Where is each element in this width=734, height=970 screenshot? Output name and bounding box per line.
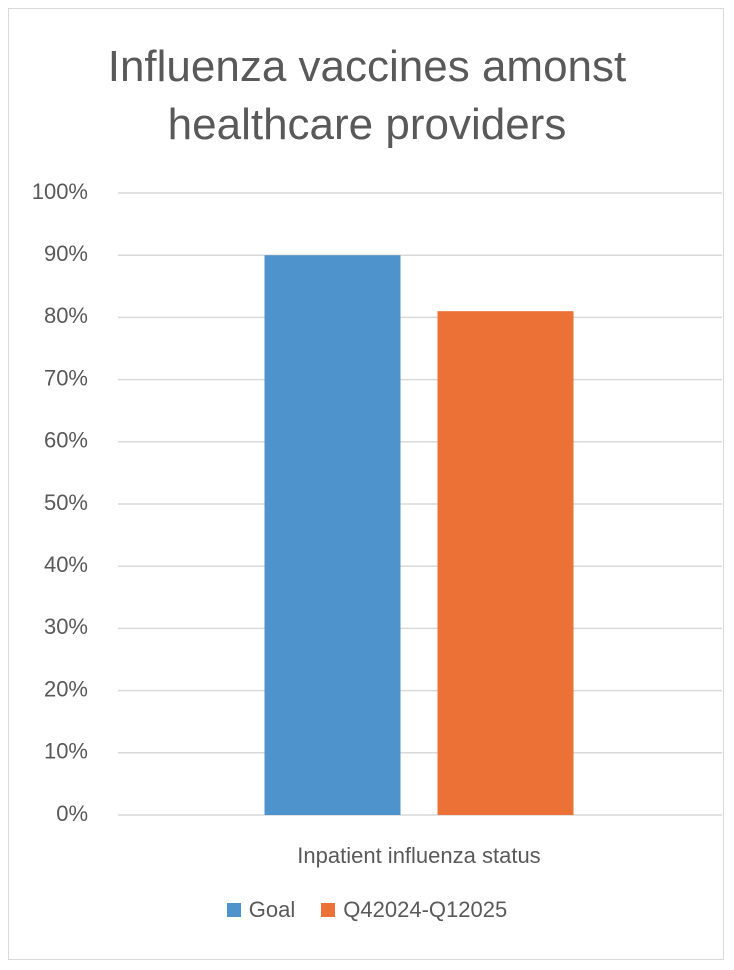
chart-title-line-2: healthcare providers <box>167 100 567 149</box>
legend-label-goal: Goal <box>248 897 296 922</box>
y-tick-label-1: 10% <box>44 739 88 764</box>
bar-goal <box>264 255 401 815</box>
y-tick-label-3: 30% <box>44 614 88 639</box>
y-tick-label-7: 70% <box>44 365 88 390</box>
y-tick-label-0: 0% <box>56 801 88 826</box>
y-tick-label-8: 80% <box>44 303 88 328</box>
y-tick-label-2: 20% <box>44 676 88 701</box>
legend-item-q42024-q12025: Q42024-Q12025 <box>321 897 507 923</box>
y-tick-label-9: 90% <box>44 241 88 266</box>
y-tick-label-5: 50% <box>44 490 88 515</box>
chart-title: Influenza vaccines amonst healthcare pro… <box>0 38 734 154</box>
legend-swatch-goal <box>226 903 241 917</box>
y-tick-label-10: 100% <box>32 179 88 204</box>
y-tick-label-4: 40% <box>44 552 88 577</box>
chart-legend: Goal Q42024-Q12025 <box>0 897 734 923</box>
chart-title-line-1: Influenza vaccines amonst <box>107 42 627 91</box>
bar-q42024-q12025 <box>437 311 574 815</box>
legend-label-q42024-q12025: Q42024-Q12025 <box>343 897 508 922</box>
y-tick-label-6: 60% <box>44 428 88 453</box>
legend-item-goal: Goal <box>226 897 296 923</box>
x-category-label-0: Inpatient influenza status <box>297 843 540 868</box>
legend-swatch-q42024-q12025 <box>321 903 336 917</box>
